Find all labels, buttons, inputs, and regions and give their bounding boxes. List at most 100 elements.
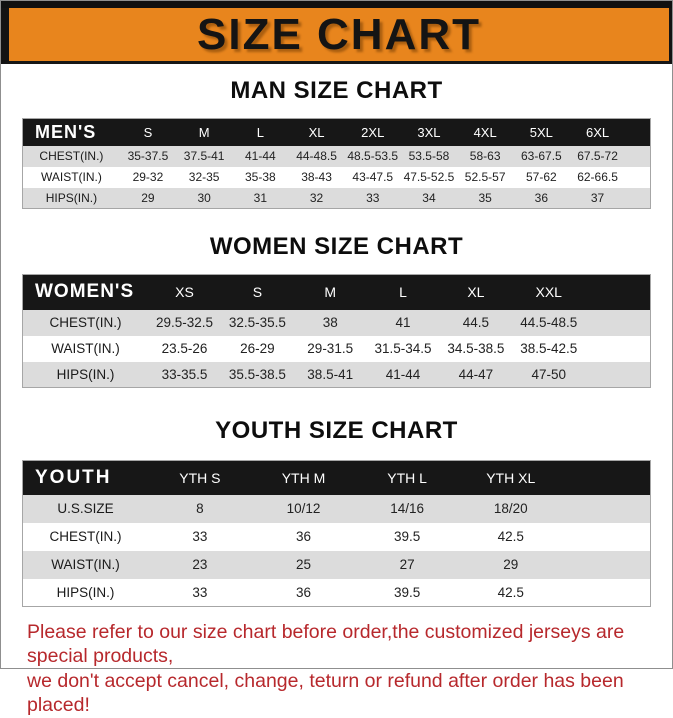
measurement-value: 35-37.5 bbox=[119, 145, 177, 167]
measurement-value: 37.5-41 bbox=[176, 145, 233, 167]
spacer-cell bbox=[562, 550, 651, 579]
table-header: WOMEN'S XS S M L XL XXL bbox=[22, 274, 651, 310]
size-column-header: XL bbox=[288, 118, 345, 146]
order-policy-note-line2: we don't accept cancel, change, teturn o… bbox=[27, 669, 624, 717]
measurement-row: WAIST(IN.) 23 25 27 29 bbox=[22, 550, 651, 579]
measurement-value: 23 bbox=[148, 550, 252, 579]
spacer-cell bbox=[562, 578, 651, 607]
measurement-value: 57-62 bbox=[513, 166, 570, 188]
size-column-header: 3XL bbox=[400, 118, 458, 146]
measurement-row: CHEST(IN.) 29.5-32.5 32.5-35.5 38 41 44.5 44.5… bbox=[22, 309, 651, 336]
table-body: CHEST(IN.) 29.5-32.5 32.5-35.5 38 41 44.5 44.5… bbox=[22, 309, 651, 388]
youth-section-heading: YOUTH SIZE CHART bbox=[215, 417, 458, 444]
measurement-value: 44.5 bbox=[439, 309, 513, 336]
measurement-value: 34.5-38.5 bbox=[439, 335, 513, 362]
youth-size-table: YOUTH YTH S YTH M YTH L YTH XL U.S.SIZE 8 10/12… bbox=[22, 460, 651, 607]
measurement-value: 42.5 bbox=[458, 578, 563, 607]
spacer-cell bbox=[562, 494, 651, 523]
measurement-value: 29 bbox=[119, 187, 177, 209]
measurement-value: 47.5-52.5 bbox=[400, 166, 458, 188]
measurement-row-label: WAIST(IN.) bbox=[22, 550, 149, 579]
measurement-value: 18/20 bbox=[458, 494, 563, 523]
measurement-value: 10/12 bbox=[251, 494, 356, 523]
spacer-cell bbox=[625, 166, 651, 188]
measurement-row: WAIST(IN.) 29-32 32-35 35-38 38-43 43-47.5 47.… bbox=[22, 166, 651, 188]
measurement-value: 44-48.5 bbox=[288, 145, 345, 167]
measurement-row: CHEST(IN.) 33 36 39.5 42.5 bbox=[22, 522, 651, 551]
measurement-value: 27 bbox=[355, 550, 459, 579]
table-header: YOUTH YTH S YTH M YTH L YTH XL bbox=[22, 460, 651, 495]
measurement-value: 47-50 bbox=[512, 361, 586, 388]
man-size-chart-section: MAN SIZE CHART MEN'S S M L XL 2XL 3XL 4XL 5XL 6XL… bbox=[1, 77, 672, 209]
measurement-row-label: WAIST(IN.) bbox=[22, 166, 120, 188]
measurement-value: 52.5-57 bbox=[457, 166, 514, 188]
youth-size-chart-section: YOUTH SIZE CHART YOUTH YTH S YTH M YTH L YTH… bbox=[1, 417, 672, 607]
size-column-header: 2XL bbox=[344, 118, 401, 146]
size-column-header: L bbox=[366, 274, 440, 310]
measurement-value: 39.5 bbox=[355, 522, 459, 551]
measurement-row-label: CHEST(IN.) bbox=[22, 522, 149, 551]
top-black-bar bbox=[1, 1, 672, 8]
measurement-value: 14/16 bbox=[355, 494, 459, 523]
measurement-value: 8 bbox=[148, 494, 252, 523]
measurement-value: 44.5-48.5 bbox=[512, 309, 586, 336]
measurement-value: 23.5-26 bbox=[148, 335, 221, 362]
header-row: MEN'S S M L XL 2XL 3XL 4XL 5XL 6XL bbox=[22, 118, 651, 146]
size-column-header: YTH M bbox=[251, 460, 356, 495]
table-body: CHEST(IN.) 35-37.5 37.5-41 41-44 44-48.5 48.5… bbox=[22, 145, 651, 209]
measurement-row-label: HIPS(IN.) bbox=[22, 187, 120, 209]
measurement-value: 29.5-32.5 bbox=[148, 309, 221, 336]
spacer-cell bbox=[562, 460, 651, 495]
size-column-header: L bbox=[232, 118, 289, 146]
measurement-value: 62-66.5 bbox=[569, 166, 626, 188]
measurement-value: 33 bbox=[148, 578, 252, 607]
measurement-value: 35 bbox=[457, 187, 514, 209]
spacer-cell bbox=[585, 361, 651, 388]
measurement-row: HIPS(IN.) 33 36 39.5 42.5 bbox=[22, 578, 651, 607]
table-group-label: YOUTH bbox=[22, 460, 149, 495]
spacer-cell bbox=[585, 309, 651, 336]
measurement-row: U.S.SIZE 8 10/12 14/16 18/20 bbox=[22, 494, 651, 523]
mens-size-table: MEN'S S M L XL 2XL 3XL 4XL 5XL 6XL CHEST(IN.) 35-37… bbox=[22, 118, 651, 209]
measurement-row: HIPS(IN.) 33-35.5 35.5-38.5 38.5-41 41-44 44-… bbox=[22, 361, 651, 388]
measurement-value: 44-47 bbox=[439, 361, 513, 388]
size-column-header: M bbox=[176, 118, 233, 146]
measurement-value: 41 bbox=[366, 309, 440, 336]
order-policy-note-line1: Please refer to our size chart before or… bbox=[27, 621, 625, 668]
size-column-header: S bbox=[119, 118, 177, 146]
measurement-value: 29-31.5 bbox=[293, 335, 367, 362]
size-column-header: XS bbox=[148, 274, 221, 310]
spacer-cell bbox=[625, 145, 651, 167]
size-column-header: XL bbox=[439, 274, 513, 310]
measurement-value: 36 bbox=[513, 187, 570, 209]
measurement-value: 38.5-41 bbox=[293, 361, 367, 388]
measurement-row-label: HIPS(IN.) bbox=[22, 361, 149, 388]
measurement-value: 63-67.5 bbox=[513, 145, 570, 167]
measurement-value: 48.5-53.5 bbox=[344, 145, 401, 167]
measurement-row-label: CHEST(IN.) bbox=[22, 145, 120, 167]
size-column-header: 5XL bbox=[513, 118, 570, 146]
measurement-value: 31 bbox=[232, 187, 289, 209]
measurement-row: WAIST(IN.) 23.5-26 26-29 29-31.5 31.5-34.5 34… bbox=[22, 335, 651, 362]
measurement-value: 38-43 bbox=[288, 166, 345, 188]
women-section-heading: WOMEN SIZE CHART bbox=[209, 233, 464, 260]
measurement-value: 33 bbox=[344, 187, 401, 209]
womens-size-table: WOMEN'S XS S M L XL XXL CHEST(IN.) 29.5-32.5 32.5… bbox=[22, 274, 651, 388]
measurement-value: 29-32 bbox=[119, 166, 177, 188]
measurement-value: 32-35 bbox=[176, 166, 233, 188]
measurement-row: HIPS(IN.) 29 30 31 32 33 34 35 36 37 bbox=[22, 187, 651, 209]
header-row: YOUTH YTH S YTH M YTH L YTH XL bbox=[22, 460, 651, 495]
measurement-value: 36 bbox=[251, 522, 356, 551]
measurement-row-label: U.S.SIZE bbox=[22, 494, 149, 523]
measurement-value: 30 bbox=[176, 187, 233, 209]
measurement-value: 29 bbox=[458, 550, 563, 579]
size-column-header: XXL bbox=[512, 274, 586, 310]
measurement-row: CHEST(IN.) 35-37.5 37.5-41 41-44 44-48.5 48.5… bbox=[22, 145, 651, 167]
measurement-row-label: CHEST(IN.) bbox=[22, 309, 149, 336]
measurement-value: 41-44 bbox=[366, 361, 440, 388]
measurement-row-label: WAIST(IN.) bbox=[22, 335, 149, 362]
measurement-value: 32 bbox=[288, 187, 345, 209]
measurement-value: 36 bbox=[251, 578, 356, 607]
table-header: MEN'S S M L XL 2XL 3XL 4XL 5XL 6XL bbox=[22, 118, 651, 146]
spacer-cell bbox=[625, 118, 651, 146]
